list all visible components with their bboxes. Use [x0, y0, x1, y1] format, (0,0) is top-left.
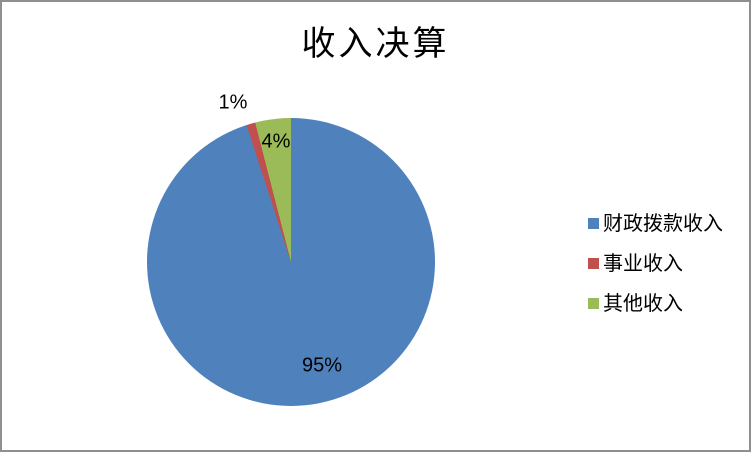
legend-item-business: 事业收入 — [588, 243, 723, 283]
legend-label-other: 其他收入 — [603, 291, 683, 315]
chart-title: 收入决算 — [301, 24, 450, 64]
legend-marker-fiscal-icon — [588, 217, 599, 229]
pie-chart — [147, 118, 435, 406]
data-label-fiscal-95: 95% — [301, 354, 343, 377]
data-label-business-1: 1% — [218, 91, 248, 114]
legend-item-other: 其他收入 — [588, 283, 723, 323]
legend-marker-other-icon — [588, 297, 599, 309]
data-label-other-4: 4% — [261, 130, 291, 153]
legend-label-fiscal: 财政拨款收入 — [603, 211, 723, 235]
legend-marker-business-icon — [588, 257, 599, 269]
legend-item-fiscal: 财政拨款收入 — [588, 203, 723, 243]
legend-label-business: 事业收入 — [603, 251, 683, 275]
legend: 财政拨款收入 事业收入 其他收入 — [588, 203, 723, 323]
